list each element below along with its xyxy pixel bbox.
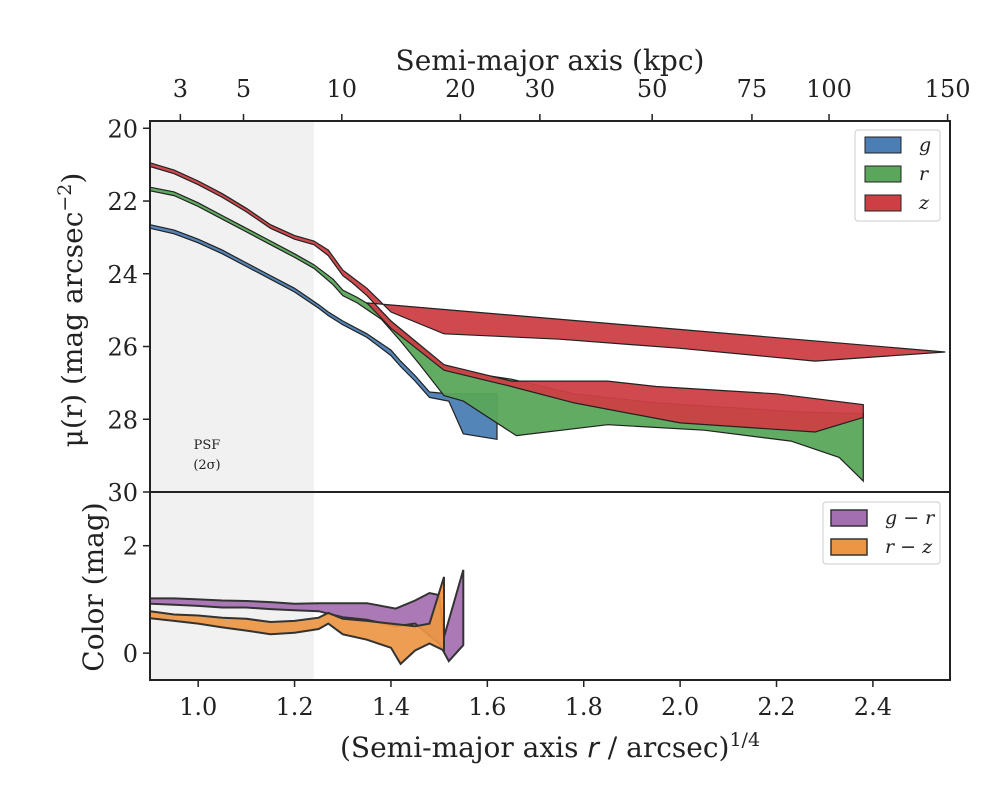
y-tick-label: 20 bbox=[107, 115, 138, 143]
top-y-axis-label: μ(r) (mag arcsec−2) bbox=[54, 173, 89, 448]
x-tick-label: 2.2 bbox=[757, 693, 795, 721]
bottom-y-ticks: 02 bbox=[123, 533, 150, 668]
y-tick-label: 24 bbox=[107, 261, 138, 289]
kpc-tick-label: 5 bbox=[236, 75, 251, 103]
legend-swatch-r bbox=[864, 165, 902, 183]
legend-swatch-z bbox=[864, 194, 902, 212]
top-y-ticks: 20 22 24 26 28 30 bbox=[107, 115, 150, 507]
top-x-axis-label: Semi-major axis (kpc) bbox=[396, 44, 705, 77]
color-band bbox=[149, 576, 445, 666]
y-tick-label: 26 bbox=[107, 334, 138, 362]
kpc-tick-label: 100 bbox=[806, 75, 852, 103]
top-kpc-ticks: 3 5 10 20 30 50 75 100 150 bbox=[173, 75, 971, 121]
color-y-tick-label: 2 bbox=[123, 533, 138, 561]
x-tick-label: 1.6 bbox=[468, 693, 506, 721]
band-z bbox=[149, 161, 946, 433]
x-tick-label: 1.0 bbox=[179, 693, 217, 721]
top-legend: grz bbox=[854, 129, 941, 222]
kpc-tick-label: 3 bbox=[173, 75, 188, 103]
bottom-y-axis-label: Color (mag) bbox=[77, 502, 110, 671]
kpc-tick-label: 10 bbox=[327, 75, 358, 103]
color-legend-label: g − r bbox=[885, 507, 936, 529]
legend-label-r: r bbox=[919, 163, 930, 185]
x-tick-label: 1.2 bbox=[275, 693, 313, 721]
kpc-tick-label: 20 bbox=[445, 75, 476, 103]
x-tick-label: 2.4 bbox=[854, 693, 892, 721]
x-tick-label: 1.4 bbox=[372, 693, 410, 721]
psf-label: PSF (2σ) bbox=[193, 438, 220, 473]
bottom-x-axis-label: (Semi-major axis r / arcsec)1/4 bbox=[340, 729, 760, 764]
surface-brightness-panel: 20 22 24 26 28 30 3 5 10 20 30 50 75 100 150 Semi-maj… bbox=[54, 44, 970, 507]
legend-label-z: z bbox=[918, 192, 930, 214]
psf-shaded-region bbox=[150, 121, 314, 492]
psf-label-line1: PSF bbox=[194, 438, 221, 453]
color-legend-swatch bbox=[830, 509, 868, 527]
bottom-x-ticks: 1.0 1.2 1.4 1.6 1.8 2.0 2.2 2.4 bbox=[179, 680, 892, 721]
kpc-tick-label: 30 bbox=[525, 75, 556, 103]
kpc-tick-label: 50 bbox=[637, 75, 668, 103]
y-tick-label: 30 bbox=[107, 479, 138, 507]
surface-brightness-bands bbox=[149, 161, 946, 483]
color-band bbox=[149, 569, 465, 663]
legend-swatch-g bbox=[864, 136, 902, 154]
kpc-tick-label: 75 bbox=[737, 75, 768, 103]
bottom-legend: g − r r − z bbox=[822, 501, 941, 565]
psf-shaded-region-bottom bbox=[150, 492, 314, 680]
x-tick-label: 1.8 bbox=[565, 693, 603, 721]
color-y-tick-label: 0 bbox=[123, 640, 138, 668]
legend-label-g: g bbox=[919, 134, 931, 156]
color-legend-label: r − z bbox=[885, 536, 933, 558]
psf-label-line2: (2σ) bbox=[193, 458, 220, 473]
x-tick-label: 2.0 bbox=[661, 693, 699, 721]
kpc-tick-label: 150 bbox=[925, 75, 971, 103]
color-legend-swatch bbox=[830, 538, 868, 556]
color-bands bbox=[149, 569, 465, 666]
color-panel: 02 1.0 1.2 1.4 1.6 1.8 2.0 2.2 2.4 Color (mag) … bbox=[77, 491, 951, 764]
band-g bbox=[149, 223, 498, 441]
bottom-panel-frame bbox=[149, 491, 951, 681]
y-tick-label: 28 bbox=[107, 406, 138, 434]
y-tick-label: 22 bbox=[107, 188, 138, 216]
